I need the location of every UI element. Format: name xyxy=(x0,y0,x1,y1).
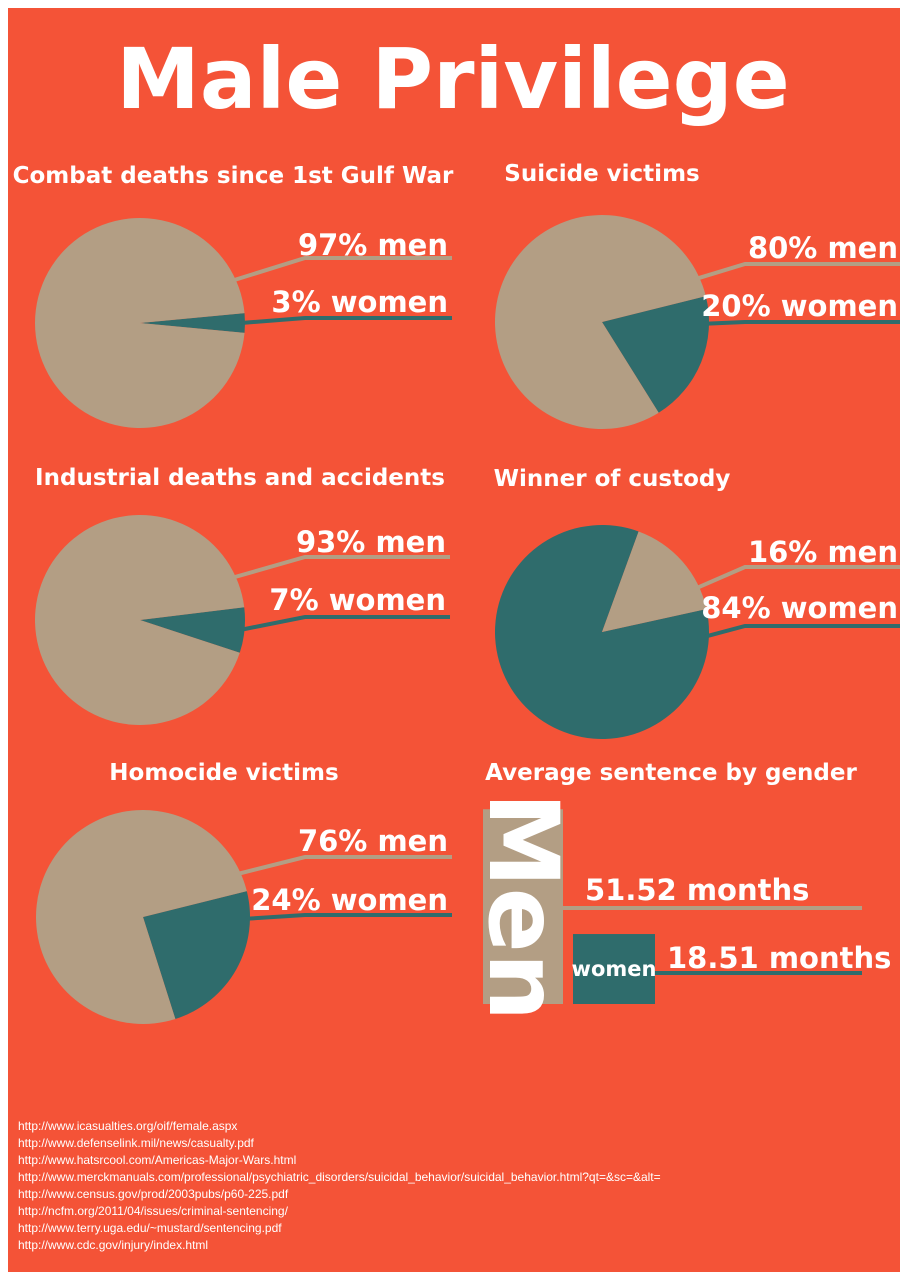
leader-line xyxy=(691,262,900,283)
source-link: http://www.icasualties.org/oif/female.as… xyxy=(18,1119,237,1133)
chart-title: Average sentence by gender xyxy=(485,760,857,786)
pie-slice xyxy=(494,525,709,739)
value-label: 97% men xyxy=(298,228,448,262)
leader-line xyxy=(227,555,450,581)
page-title: Male Privilege xyxy=(116,30,789,128)
bar xyxy=(483,809,563,1004)
value-label: 51.52 months xyxy=(585,873,809,907)
chart-title: Combat deaths since 1st Gulf War xyxy=(13,163,454,189)
pie-slice xyxy=(602,531,707,632)
bar xyxy=(573,934,655,1004)
source-link: http://www.defenselink.mil/news/casualty… xyxy=(18,1136,255,1150)
leader-line xyxy=(704,624,900,639)
source-link: http://www.terry.uga.edu/~mustard/senten… xyxy=(18,1221,282,1235)
leader-line xyxy=(240,615,450,632)
value-label: 18.51 months xyxy=(667,941,891,975)
value-label: 84% women xyxy=(701,591,898,625)
chart-title: Homocide victims xyxy=(109,760,338,786)
value-label: 80% men xyxy=(748,231,898,265)
leader-line xyxy=(245,913,452,921)
value-label: 7% women xyxy=(269,583,446,617)
pie-slice xyxy=(35,515,245,726)
pie-slice xyxy=(35,810,247,1024)
pie-slice xyxy=(143,891,250,1019)
source-link: http://www.hatsrcool.com/Americas-Major-… xyxy=(18,1153,296,1167)
leader-line xyxy=(227,256,452,284)
value-label: 93% men xyxy=(296,525,446,559)
value-label: 20% women xyxy=(701,289,898,323)
value-label: 24% women xyxy=(251,883,448,917)
chart-title: Industrial deaths and accidents xyxy=(35,465,445,491)
source-link: http://www.merckmanuals.com/professional… xyxy=(18,1170,661,1184)
leader-line xyxy=(232,855,452,878)
bar-label: Men xyxy=(467,792,579,1021)
leader-line xyxy=(240,316,452,325)
pie-slice xyxy=(495,214,706,430)
leader-line xyxy=(704,320,900,326)
source-link: http://ncfm.org/2011/04/issues/criminal-… xyxy=(18,1204,289,1218)
pie-slice xyxy=(140,313,245,333)
pie-slice xyxy=(140,607,245,653)
pie-slice xyxy=(602,296,709,413)
pie-slice xyxy=(34,218,245,428)
chart-title: Suicide victims xyxy=(504,161,699,187)
source-link: http://www.cdc.gov/injury/index.html xyxy=(18,1238,208,1252)
value-label: 76% men xyxy=(298,824,448,858)
value-label: 16% men xyxy=(748,535,898,569)
value-label: 3% women xyxy=(271,285,448,319)
chart-title: Winner of custody xyxy=(494,466,731,492)
leader-line xyxy=(690,565,900,592)
bar-label: women xyxy=(572,957,657,981)
source-link: http://www.census.gov/prod/2003pubs/p60-… xyxy=(18,1187,289,1201)
